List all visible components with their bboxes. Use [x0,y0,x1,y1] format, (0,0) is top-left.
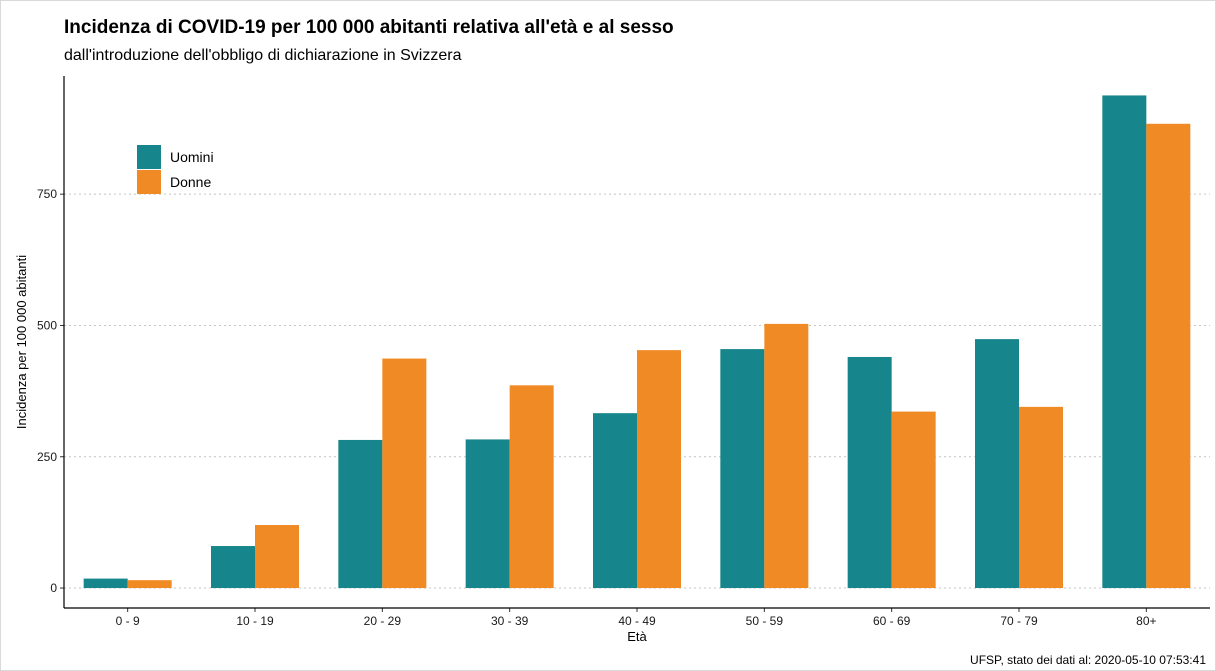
bar-donne [382,358,427,589]
y-tick-label: 750 [37,187,57,201]
legend-label-uomini: Uomini [170,149,214,165]
x-tick-label: 0 - 9 [116,614,140,628]
x-tick-label: 30 - 39 [491,614,529,628]
bar-uomini [211,546,255,589]
bar-donne [127,580,172,589]
legend-swatch-donne [137,170,161,194]
y-tick-label: 0 [50,581,57,595]
bar-uomini [1102,95,1147,589]
y-tick-label: 500 [37,318,57,332]
bar-uomini [847,356,892,589]
chart-title: Incidenza di COVID-19 per 100 000 abitan… [64,17,674,38]
x-tick-label: 40 - 49 [618,614,656,628]
bar-donne [764,323,809,589]
x-tick-label: 80+ [1136,614,1156,628]
bar-donne [891,411,936,589]
bar-uomini [720,349,765,589]
y-axis-title: Incidenza per 100 000 abitanti [14,255,29,429]
x-tick-label: 10 - 19 [236,614,274,628]
bar-donne [1146,123,1191,589]
bar-uomini [465,439,510,589]
x-tick-label: 20 - 29 [364,614,402,628]
chart-caption: UFSP, stato dei dati al: 2020-05-10 07:5… [970,653,1206,667]
bar-uomini [975,339,1019,589]
bar-donne [255,525,299,589]
bar-donne [1019,406,1063,589]
bar-uomini [593,413,637,589]
y-tick-label: 250 [37,450,57,464]
x-tick-label: 70 - 79 [1000,614,1038,628]
bar-donne [637,350,681,589]
x-tick-label: 50 - 59 [746,614,784,628]
legend-label-donne: Donne [170,174,211,190]
legend-swatch-uomini [137,145,161,169]
x-axis-title: Età [627,629,647,644]
x-tick-label: 60 - 69 [873,614,911,628]
bar-uomini [338,439,383,589]
chart-subtitle: dall'introduzione dell'obbligo di dichia… [64,47,462,64]
bar-donne [509,385,554,589]
bar-uomini [83,578,128,589]
